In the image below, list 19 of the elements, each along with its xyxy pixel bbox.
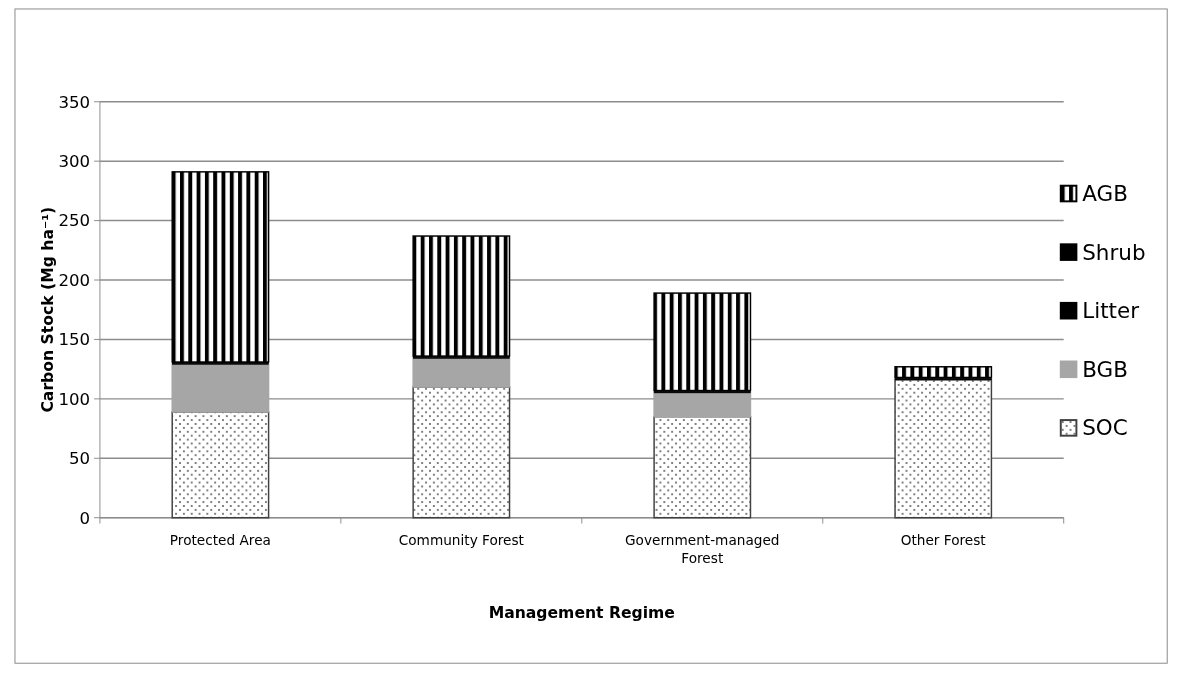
y-tick-label: 50 [69,449,91,469]
y-tick-label: 200 [58,270,91,290]
y-tick-label: 150 [58,330,91,350]
legend-label: BGB [1082,356,1128,382]
x-tick-label: Community Forest [398,532,525,549]
x-tick-label: Government-managed Forest [625,532,780,566]
legend-label: Shrub [1082,239,1146,265]
y-tick-label: 300 [58,151,91,171]
x-tick-label: Other Forest [900,532,987,549]
x-tick-label: Protected Area [169,532,271,549]
legend-label: AGB [1082,181,1128,207]
y-tick-label: 100 [58,389,91,409]
y-tick-label: 0 [79,508,91,528]
y-tick-label: 350 [58,92,91,112]
x-axis-title: Management Regime [488,604,675,623]
y-axis-title: Carbon Stock (Mg ha⁻¹) [39,206,58,413]
y-tick-label: 250 [58,211,91,231]
legend-label: SOC [1082,415,1128,441]
legend-label: Litter [1082,298,1140,324]
